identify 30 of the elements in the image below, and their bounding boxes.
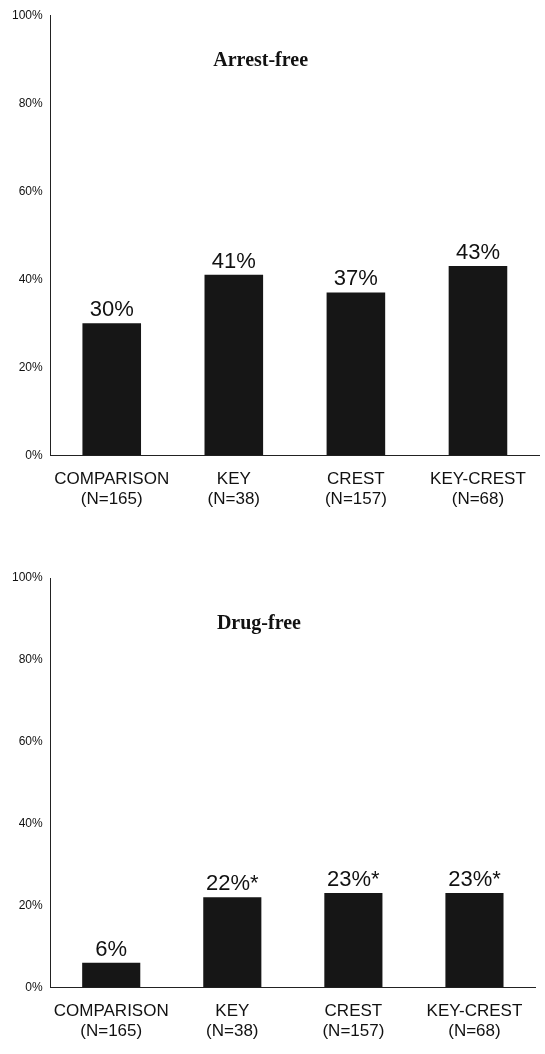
y-tick-label: 20%	[18, 359, 44, 374]
x-tick-label: CREST (N=157)	[324, 469, 387, 509]
y-tick-label: 0%	[25, 447, 44, 462]
y-tick-label: 40%	[18, 815, 44, 830]
data-label: 23%*	[327, 866, 381, 892]
x-tick-label: KEY (N=38)	[206, 1001, 259, 1041]
data-label: 23%*	[448, 866, 502, 892]
data-label: 43%	[455, 239, 500, 265]
data-label: 37%	[333, 265, 378, 291]
y-tick-label: 100%	[11, 7, 44, 22]
data-label: 22%*	[206, 870, 260, 896]
x-tick-label: KEY-CREST (N=68)	[426, 1001, 523, 1041]
y-tick-label: 80%	[18, 95, 44, 110]
y-tick-label: 40%	[18, 271, 44, 286]
data-label: 41%	[211, 247, 256, 273]
y-tick-label: 100%	[11, 570, 44, 585]
y-tick-label: 80%	[18, 652, 44, 667]
x-tick-label: COMPARISON (N=165)	[54, 469, 170, 509]
data-label: 6%	[95, 935, 128, 961]
x-tick-label: KEY-CREST (N=68)	[430, 469, 526, 509]
text: Arrest-free	[213, 48, 309, 71]
y-tick-label: 20%	[18, 897, 44, 912]
y-tick-label: 60%	[18, 183, 44, 198]
y-tick-label: 0%	[25, 979, 44, 994]
x-tick-label: COMPARISON (N=165)	[53, 1001, 169, 1041]
data-label: 30%	[89, 296, 134, 322]
x-tick-label: CREST (N=157)	[322, 1001, 385, 1041]
text: Drug-free	[216, 611, 302, 635]
y-tick-label: 60%	[18, 733, 44, 748]
x-tick-label: KEY (N=38)	[207, 469, 261, 509]
